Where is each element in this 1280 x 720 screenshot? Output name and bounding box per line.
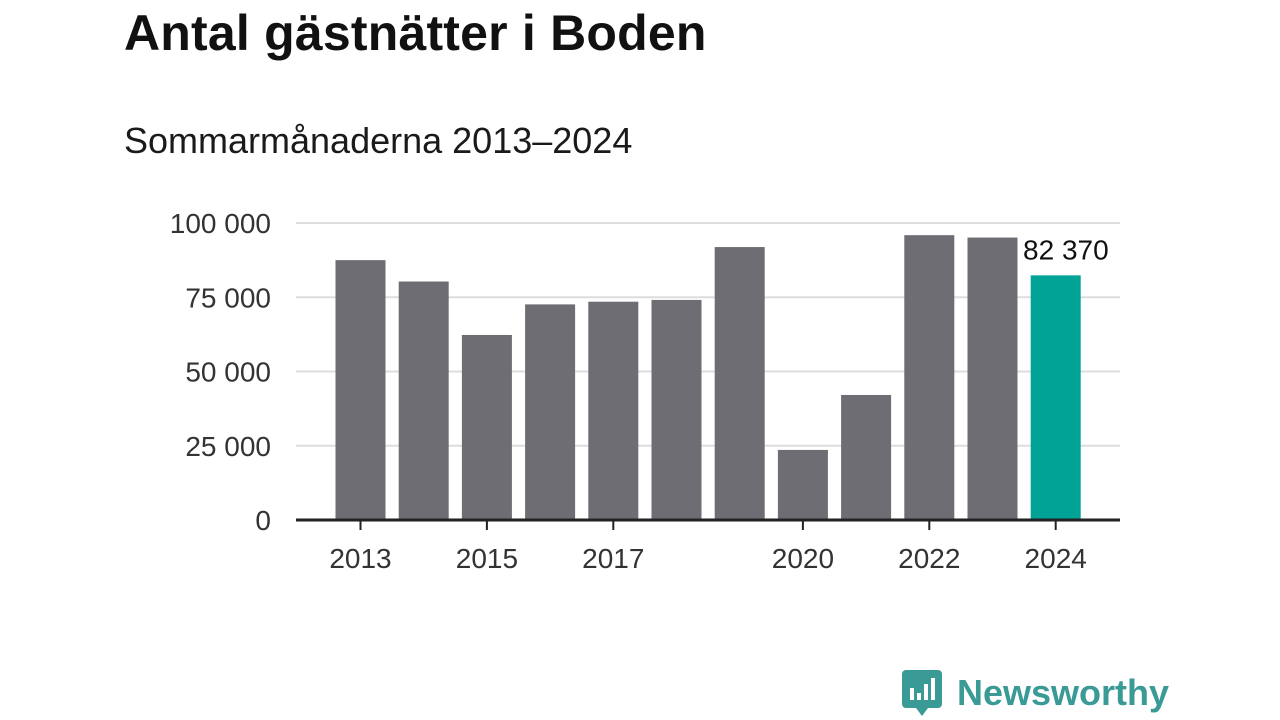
bar bbox=[904, 235, 955, 520]
bar-highlight bbox=[1030, 275, 1081, 520]
bar bbox=[398, 281, 449, 520]
bar bbox=[714, 247, 765, 520]
x-tick-label: 2022 bbox=[898, 543, 960, 574]
x-tick-label: 2013 bbox=[329, 543, 391, 574]
bar bbox=[525, 304, 576, 520]
bar bbox=[777, 449, 828, 520]
logo-text: Newsworthy bbox=[957, 672, 1170, 713]
chat-bubble-bar-chart-icon bbox=[902, 670, 942, 716]
x-tick-label: 2015 bbox=[456, 543, 518, 574]
y-tick-label: 25 000 bbox=[185, 431, 271, 462]
bar bbox=[588, 301, 639, 520]
data-label-background bbox=[1028, 233, 1105, 266]
y-tick-label: 100 000 bbox=[170, 208, 271, 239]
chart-title: Antal gästnätter i Boden bbox=[124, 5, 707, 61]
y-tick-label: 75 000 bbox=[185, 282, 271, 313]
newsworthy-logo: Newsworthy bbox=[902, 670, 1169, 716]
bar bbox=[461, 334, 512, 520]
x-tick-label: 2017 bbox=[582, 543, 644, 574]
x-tick-label: 2020 bbox=[772, 543, 834, 574]
bar bbox=[335, 260, 386, 520]
bar bbox=[651, 299, 702, 520]
chart-subtitle: Sommarmånaderna 2013–2024 bbox=[124, 120, 633, 161]
x-tick-label: 2024 bbox=[1025, 543, 1087, 574]
data-label: 82 370 bbox=[1023, 234, 1109, 265]
bar bbox=[967, 237, 1018, 521]
bar bbox=[841, 394, 892, 520]
y-tick-label: 0 bbox=[255, 505, 271, 536]
y-tick-label: 50 000 bbox=[185, 357, 271, 388]
